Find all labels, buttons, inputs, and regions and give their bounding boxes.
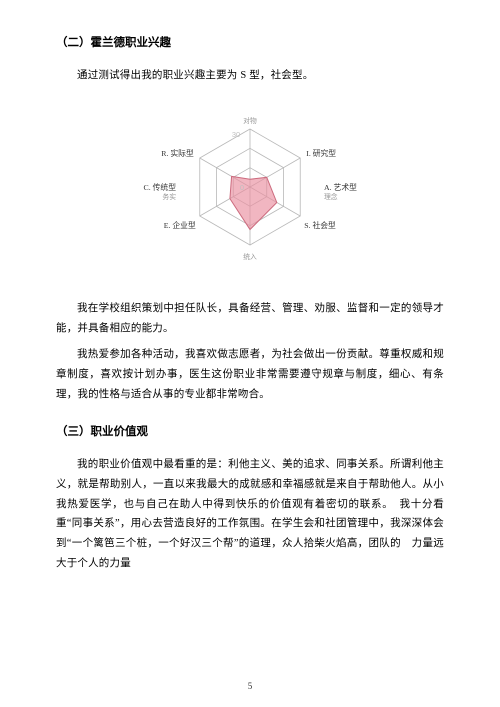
intro-paragraph: 通过测试得出我的职业兴趣主要为 S 型，社会型。	[56, 66, 444, 86]
svg-text:I. 研究型: I. 研究型	[306, 148, 336, 158]
section2-paragraph-1: 我的职业价值观中最看重的是：利他主义、美的追求、同事关系。所谓利他主义，就是帮助…	[56, 455, 444, 575]
page-number: 5	[0, 681, 500, 691]
svg-text:对物: 对物	[243, 116, 257, 125]
svg-text:统入: 统入	[243, 252, 257, 261]
holland-radar-chart: 30 0 对物 I. 研究型 A. 艺术型理念 S. 社会型统入 E. 企业型 C. 传统型务…	[120, 92, 380, 287]
section-heading-holland: （二）霍兰德职业兴趣	[56, 34, 444, 50]
svg-text:R. 实际型: R. 实际型	[161, 148, 194, 158]
svg-text:E. 企业型: E. 企业型	[164, 220, 196, 230]
radar-chart-container: 30 0 对物 I. 研究型 A. 艺术型理念 S. 社会型统入 E. 企业型 C. 传统型务…	[56, 92, 444, 287]
svg-text:A. 艺术型: A. 艺术型	[324, 182, 357, 192]
svg-text:0: 0	[240, 183, 244, 192]
section-heading-values: （三）职业价值观	[56, 423, 444, 439]
svg-text:C. 传统型: C. 传统型	[144, 182, 177, 192]
svg-text:S. 社会型: S. 社会型	[304, 220, 336, 230]
svg-text:理念: 理念	[324, 192, 338, 201]
svg-text:务实: 务实	[162, 192, 176, 201]
svg-text:30: 30	[232, 130, 240, 139]
section1-paragraph-1: 我在学校组织策划中担任队长，具备经营、管理、劝服、监督和一定的领导才能，并具备相…	[56, 299, 444, 339]
section1-paragraph-2: 我热爱参加各种活动，我喜欢做志愿者，为社会做出一份贡献。尊重权威和规章制度，喜欢…	[56, 345, 444, 405]
